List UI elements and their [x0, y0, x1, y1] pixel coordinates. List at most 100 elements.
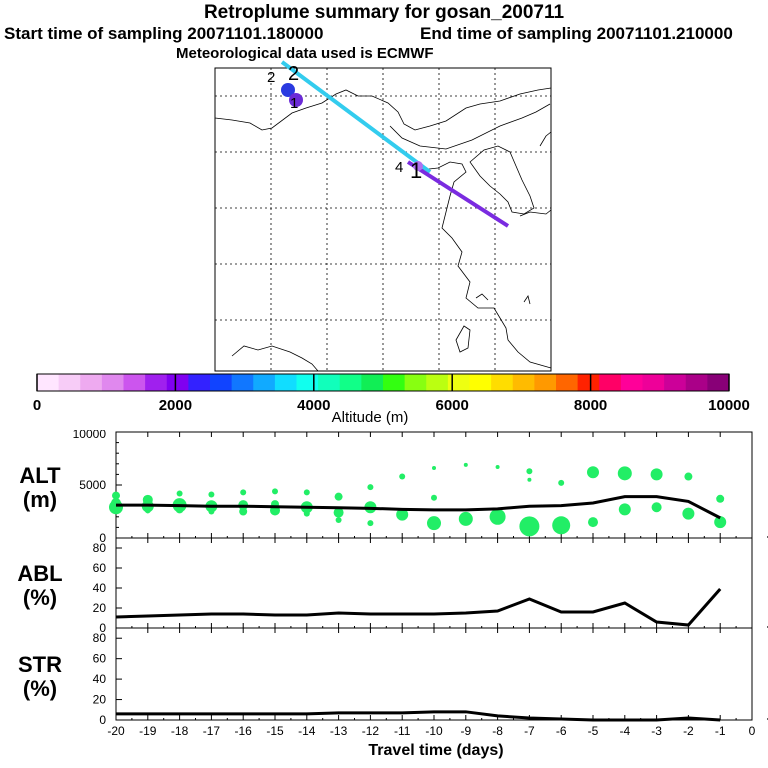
colorbar-cell	[210, 374, 233, 391]
scatter-point	[208, 508, 215, 515]
scatter-point	[367, 484, 374, 491]
y-tick-label: 80	[93, 631, 107, 645]
colorbar-cell	[599, 374, 622, 391]
colorbar-label: Altitude (m)	[332, 409, 409, 426]
colorbar-cell	[296, 374, 319, 391]
start-time-label: Start time of sampling 20071101.180000	[4, 24, 324, 43]
x-tick-label: -17	[203, 724, 221, 738]
y-tick-label: 20	[93, 693, 107, 707]
scatter-point	[333, 507, 344, 518]
series-line	[115, 588, 722, 627]
x-tick-label: -19	[139, 724, 157, 738]
y-tick-label: 40	[93, 581, 107, 595]
trajectory-purple	[406, 160, 510, 228]
x-tick-label: -8	[492, 724, 503, 738]
x-tick-label: -18	[171, 724, 189, 738]
x-tick-label: -6	[556, 724, 567, 738]
scatter-point	[208, 491, 215, 498]
map-grid	[215, 68, 551, 371]
map-coastlines	[214, 87, 552, 372]
plume-label: 1	[290, 95, 298, 112]
y-tick-label: 60	[93, 652, 107, 666]
y-axis-unit: (m)	[23, 487, 57, 512]
scatter-point	[240, 489, 247, 496]
x-tick-label: -4	[619, 724, 630, 738]
colorbar-cell	[664, 374, 687, 391]
scatter-point	[495, 464, 500, 469]
plume-label: 1	[410, 158, 422, 183]
y-tick-label: 40	[93, 672, 107, 686]
time-series-panels: 1000050000ALT(m)806040200ABL(%)806040200…	[17, 430, 768, 759]
scatter-point	[334, 492, 343, 501]
colorbar-cell	[231, 374, 254, 391]
y-axis-label: ALT	[19, 463, 61, 488]
plume-label: 2	[288, 63, 299, 85]
colorbar-cell	[707, 374, 730, 391]
scatter-point	[682, 507, 695, 520]
x-tick-label: -14	[298, 724, 316, 738]
scatter-point	[144, 507, 151, 514]
colorbar-cell	[404, 374, 427, 391]
y-axis-label: ABL	[17, 561, 62, 586]
x-tick-label: -20	[107, 724, 125, 738]
scatter-point	[176, 490, 183, 497]
plume-marker	[281, 83, 295, 97]
panel-abl: 80 60 40 20 0 ABL(%)	[17, 537, 768, 635]
mean-altitude-line	[116, 495, 721, 520]
colorbar-tick-label: 2000	[159, 397, 192, 414]
colorbar-cell	[469, 374, 492, 391]
x-tick-label: -7	[524, 724, 535, 738]
scatter-point	[427, 516, 441, 531]
colorbar-cell	[361, 374, 384, 391]
colorbar-cell	[80, 374, 103, 391]
y-axis-unit: (%)	[23, 676, 57, 701]
scatter-point	[558, 479, 565, 486]
plume-marker	[289, 93, 303, 107]
x-tick-label: -5	[588, 724, 599, 738]
x-tick-label: 0	[749, 724, 756, 738]
y-tick-label: 20	[93, 601, 107, 615]
colorbar-cell	[101, 374, 124, 391]
y-tick-label: 5000	[79, 478, 106, 492]
x-tick-label: -11	[394, 724, 411, 738]
chart-title: Retroplume summary for gosan_200711	[203, 2, 565, 23]
end-time-label: End time of sampling 20071101.210000	[420, 24, 733, 43]
colorbar-cell	[642, 374, 665, 391]
scatter-point	[617, 466, 632, 481]
x-tick-label: -1	[715, 724, 726, 738]
colorbar-cell	[123, 374, 146, 391]
scatter-point	[112, 491, 120, 500]
scatter-point	[458, 511, 473, 526]
colorbar-tick-label: 0	[33, 397, 41, 414]
panel-frame	[115, 627, 753, 721]
x-tick-label: -16	[235, 724, 253, 738]
scatter-point	[303, 510, 310, 517]
scatter-point	[396, 508, 409, 521]
colorbar-cell	[58, 374, 81, 391]
scatter-point	[651, 502, 662, 513]
colorbar-cell	[318, 374, 341, 391]
scatter-point	[588, 517, 598, 528]
colorbar-cell	[339, 374, 362, 391]
colorbar-cell	[166, 374, 189, 391]
colorbar-cell	[253, 374, 276, 391]
colorbar-cell	[491, 374, 514, 391]
colorbar-tick-label: 6000	[436, 397, 469, 414]
colorbar-cell	[426, 374, 449, 391]
scatter-point	[714, 516, 727, 529]
x-tick-label: -13	[330, 724, 348, 738]
scatter-point	[587, 466, 599, 479]
scatter-point	[552, 516, 571, 535]
scatter-point	[432, 466, 436, 471]
colorbar-cell	[620, 374, 643, 391]
x-tick-label: -3	[651, 724, 662, 738]
scatter-point	[335, 516, 342, 523]
x-tick-label: -9	[460, 724, 471, 738]
scatter-point	[463, 462, 468, 467]
scatter-point	[175, 505, 184, 514]
colorbar-cell	[534, 374, 557, 391]
scatter-point	[519, 516, 540, 537]
series-line	[116, 710, 721, 722]
